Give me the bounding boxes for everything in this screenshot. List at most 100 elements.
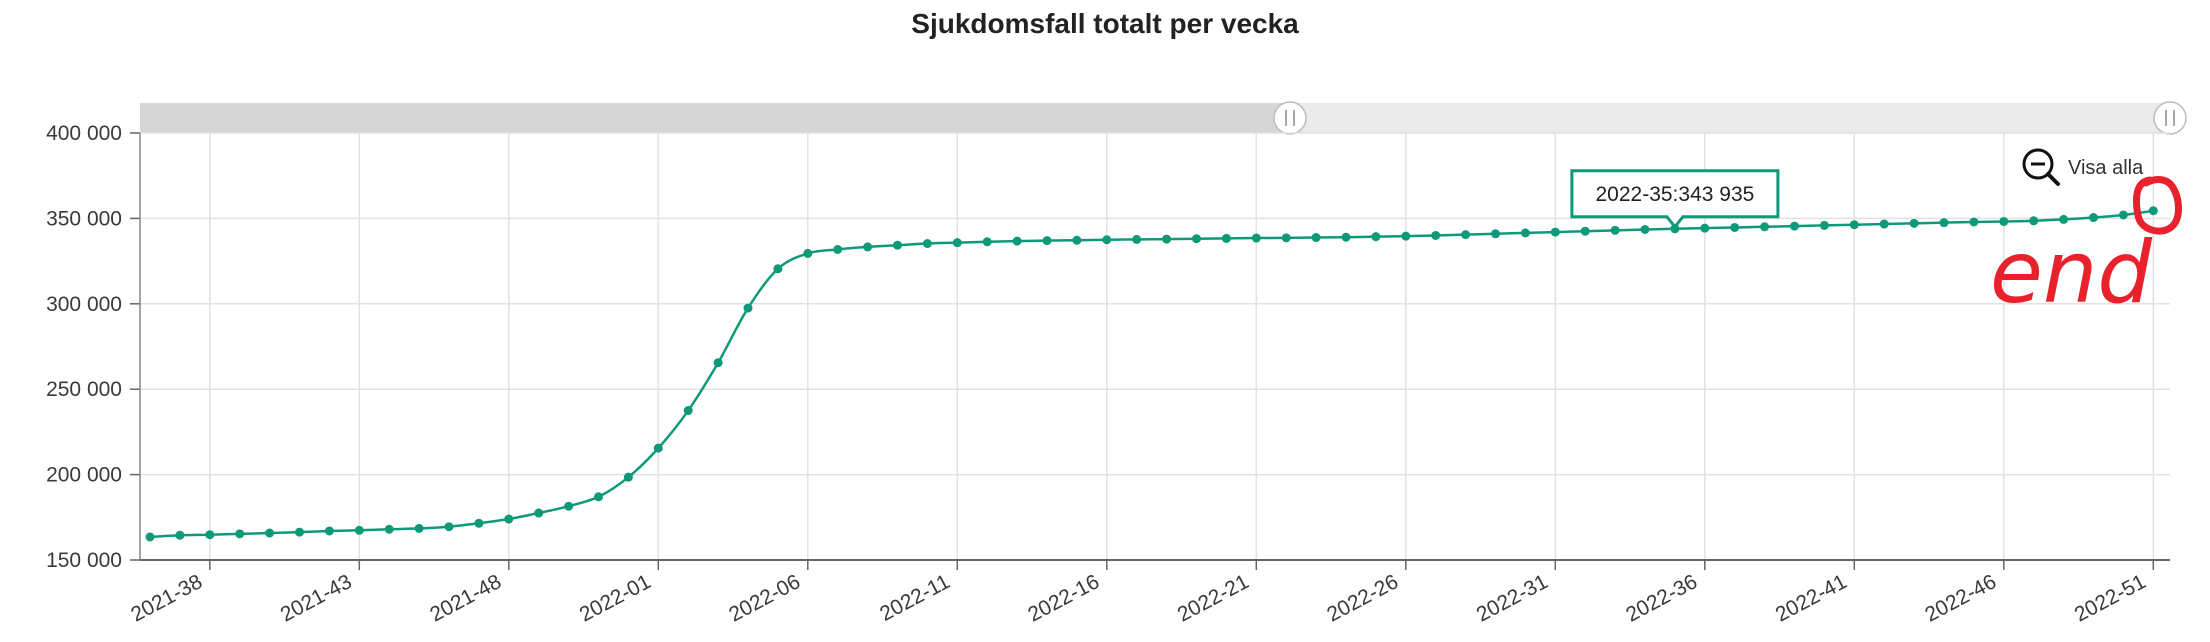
data-point[interactable]: [1999, 216, 2009, 226]
data-point[interactable]: [982, 237, 992, 247]
data-point[interactable]: [1520, 228, 1530, 238]
annotation-circle-mark: [2133, 176, 2182, 235]
data-point[interactable]: [1012, 236, 1022, 246]
data-point[interactable]: [893, 240, 902, 250]
data-point[interactable]: [1132, 234, 1142, 244]
data-point[interactable]: [354, 525, 364, 535]
x-tick-label: 2022-11: [876, 570, 953, 626]
grid-lines: [140, 132, 2170, 561]
data-point[interactable]: [1580, 226, 1590, 236]
data-point[interactable]: [564, 501, 574, 511]
data-point[interactable]: [2059, 214, 2069, 224]
y-tick-label: 350 000: [46, 207, 122, 230]
x-axis-ticks: 2021-38 2021-43 2021-48 2022-01 2022-06 2022-…: [127, 570, 2149, 626]
data-point[interactable]: [1102, 235, 1112, 245]
data-point[interactable]: [863, 242, 873, 252]
data-point[interactable]: [922, 239, 932, 249]
x-tick-label: 2022-01: [576, 570, 655, 626]
data-point[interactable]: [1610, 225, 1620, 235]
data-point[interactable]: [623, 472, 633, 482]
data-point[interactable]: [265, 528, 275, 538]
data-point[interactable]: [1221, 233, 1231, 243]
zoom-reset-button[interactable]: Visa alla: [2022, 148, 2144, 186]
data-point[interactable]: [324, 526, 334, 536]
data-point[interactable]: [235, 529, 245, 539]
data-point[interactable]: [773, 264, 783, 274]
data-point[interactable]: [952, 238, 962, 248]
series-line: [149, 209, 2154, 539]
data-point[interactable]: [803, 248, 813, 258]
y-axis-ticks: 150 000 200 000 250 000 300 000 350 000 400 0…: [46, 122, 122, 572]
data-point[interactable]: [534, 508, 544, 518]
data-point[interactable]: [2118, 210, 2128, 220]
x-tick-label: 2022-21: [1174, 570, 1253, 626]
y-tick-label: 250 000: [46, 378, 122, 401]
data-point[interactable]: [1730, 222, 1740, 232]
data-point[interactable]: [1491, 229, 1500, 239]
navigator-unselected-region: [1290, 103, 2170, 133]
data-point[interactable]: [2148, 206, 2158, 216]
data-point[interactable]: [1042, 236, 1052, 246]
data-point[interactable]: [414, 523, 424, 533]
handwritten-annotation: end: [1990, 176, 2182, 323]
data-point[interactable]: [1640, 225, 1650, 235]
data-point[interactable]: [1909, 218, 1919, 228]
data-point[interactable]: [1819, 220, 1829, 230]
data-point[interactable]: [444, 522, 454, 532]
data-point[interactable]: [2089, 213, 2098, 223]
x-tick-label: 2022-46: [1921, 570, 2000, 626]
zoom-reset-label: Visa alla: [2068, 157, 2144, 179]
x-tick-label: 2022-36: [1622, 570, 1701, 626]
data-point[interactable]: [1311, 233, 1321, 243]
y-tick-label: 400 000: [46, 122, 122, 145]
data-point[interactable]: [1939, 218, 1949, 228]
data-point[interactable]: [1072, 235, 1082, 245]
x-tick-label: 2022-41: [1772, 570, 1851, 626]
data-point[interactable]: [295, 527, 304, 537]
data-point[interactable]: [1162, 234, 1172, 244]
data-point[interactable]: [1550, 227, 1560, 237]
navigator-right-handle[interactable]: [2153, 101, 2187, 135]
data-point[interactable]: [1969, 217, 1979, 227]
data-point[interactable]: [1790, 221, 1799, 231]
data-point[interactable]: [504, 514, 514, 524]
data-point[interactable]: [1401, 231, 1411, 241]
data-point[interactable]: [1251, 233, 1261, 243]
series-points[interactable]: [145, 206, 2158, 542]
tooltip-box: [1570, 169, 1780, 230]
data-point[interactable]: [474, 518, 484, 528]
chart-title: Sjukdomsfall totalt per vecka: [911, 8, 1299, 39]
x-tick-label: 2021-48: [426, 570, 505, 626]
data-point[interactable]: [145, 532, 155, 542]
data-point[interactable]: [1879, 219, 1889, 229]
navigator-left-handle[interactable]: [1273, 101, 1307, 135]
data-point[interactable]: [1192, 234, 1201, 244]
data-point[interactable]: [384, 524, 394, 534]
data-point[interactable]: [653, 443, 663, 453]
data-point[interactable]: [1700, 223, 1710, 233]
data-point[interactable]: [1849, 220, 1859, 230]
y-tick-label: 200 000: [46, 464, 122, 487]
data-point[interactable]: [1760, 222, 1770, 232]
data-point[interactable]: [683, 406, 693, 416]
y-tick-label: 300 000: [46, 293, 122, 316]
data-point[interactable]: [1281, 233, 1291, 243]
data-point[interactable]: [594, 492, 603, 502]
range-navigator[interactable]: [140, 101, 2187, 135]
data-point[interactable]: [1371, 232, 1381, 242]
data-point[interactable]: [1461, 230, 1471, 240]
x-tick-label: 2022-31: [1473, 570, 1552, 626]
annotation-text: end: [1990, 223, 2152, 323]
data-point[interactable]: [713, 358, 723, 368]
y-tick-label: 150 000: [46, 549, 122, 572]
data-point[interactable]: [1431, 230, 1441, 240]
data-point[interactable]: [1341, 232, 1351, 242]
data-point[interactable]: [2029, 216, 2039, 226]
data-point[interactable]: [175, 530, 185, 540]
tooltip: 2022-35:343 935: [1570, 169, 1780, 230]
data-point[interactable]: [205, 530, 215, 540]
data-point[interactable]: [833, 244, 843, 254]
data-point[interactable]: [743, 303, 753, 313]
navigator-selected-region: [140, 103, 1290, 133]
